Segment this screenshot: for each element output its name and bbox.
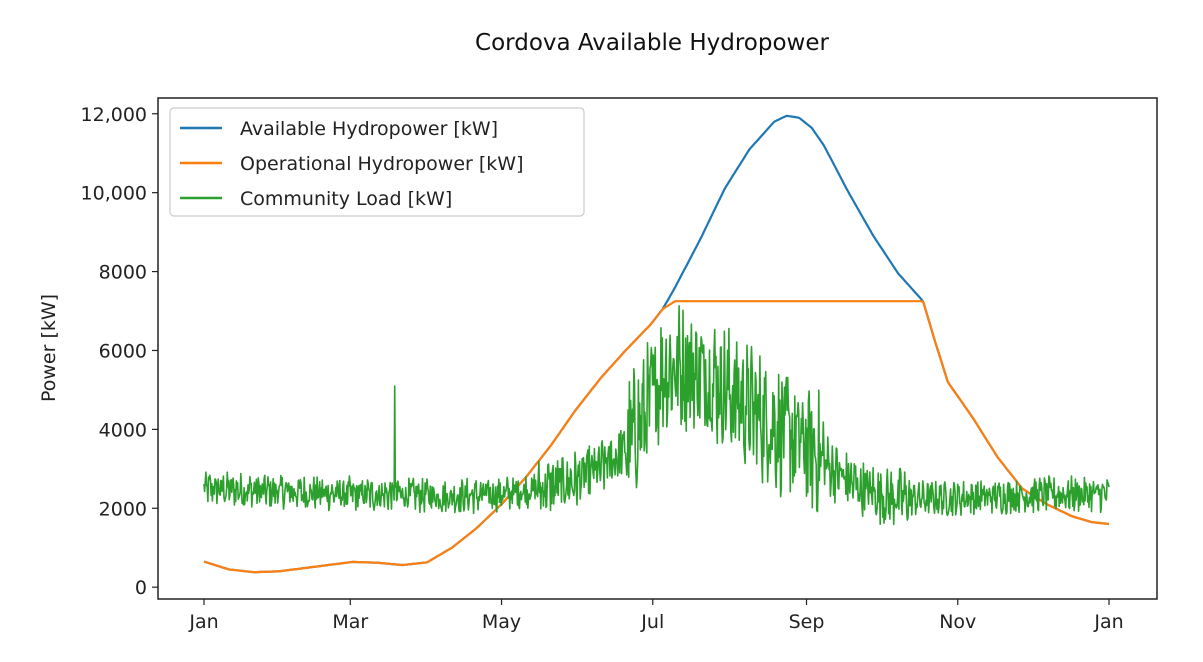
legend: Available Hydropower [kW] Operational Hyd… [169, 107, 585, 217]
plot-frame [157, 97, 1158, 600]
x-tick-label: Jan [188, 611, 218, 633]
chart-title: Cordova Available Hydropower [475, 30, 829, 56]
legend-label: Operational Hydropower [kW] [240, 153, 524, 175]
plot-area [203, 114, 1110, 574]
x-tick-label: Nov [939, 611, 976, 633]
axis-ticks: Jan Mar May Jul Sep Nov Jan 0 2000 4000 6000 8000 10… [81, 104, 1124, 633]
series-line-2 [203, 300, 1110, 574]
y-tick-label: 0 [135, 577, 147, 599]
x-tick-label: Mar [332, 611, 368, 633]
legend-label: Community Load [kW] [240, 188, 452, 210]
legend-box [169, 107, 585, 217]
y-tick-label: 6000 [99, 340, 147, 362]
y-tick-label: 4000 [99, 419, 147, 441]
y-tick-label: 2000 [99, 498, 147, 520]
x-tick-label: May [482, 611, 521, 633]
x-tick-label: Jul [640, 611, 664, 633]
x-tick-label: Sep [789, 611, 825, 633]
x-tick-label: Jan [1093, 611, 1123, 633]
y-tick-label: 12,000 [81, 104, 147, 126]
legend-label: Available Hydropower [kW] [240, 118, 498, 140]
y-axis-label: Power [kW] [38, 294, 60, 402]
y-tick-label: 10,000 [81, 183, 147, 205]
series-line-3 [203, 305, 1110, 526]
y-tick-label: 8000 [99, 262, 147, 284]
